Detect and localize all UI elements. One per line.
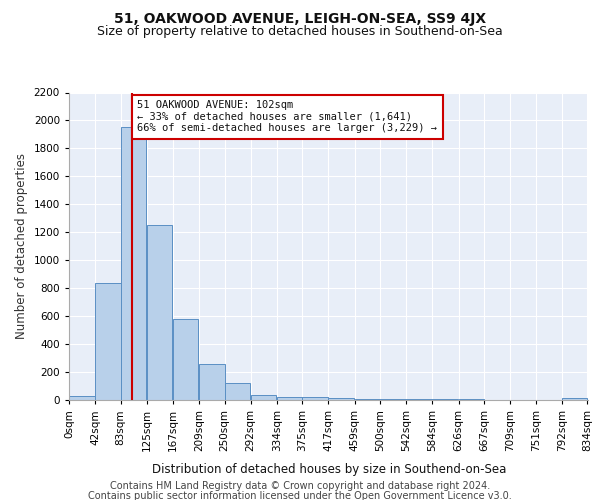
Text: Distribution of detached houses by size in Southend-on-Sea: Distribution of detached houses by size … bbox=[152, 462, 506, 475]
Bar bbox=[329, 398, 354, 400]
Bar bbox=[199, 364, 224, 400]
Bar bbox=[224, 383, 250, 400]
Bar bbox=[121, 128, 146, 400]
Text: 51 OAKWOOD AVENUE: 102sqm
← 33% of detached houses are smaller (1,641)
66% of se: 51 OAKWOOD AVENUE: 102sqm ← 33% of detac… bbox=[137, 100, 437, 134]
Text: Contains public sector information licensed under the Open Government Licence v3: Contains public sector information licen… bbox=[88, 491, 512, 500]
Bar bbox=[302, 397, 328, 400]
Bar bbox=[251, 395, 276, 400]
Bar bbox=[173, 319, 199, 400]
Bar bbox=[69, 396, 95, 400]
Text: Contains HM Land Registry data © Crown copyright and database right 2024.: Contains HM Land Registry data © Crown c… bbox=[110, 481, 490, 491]
Bar bbox=[147, 226, 172, 400]
Bar bbox=[95, 282, 121, 400]
Bar bbox=[562, 398, 587, 400]
Text: Size of property relative to detached houses in Southend-on-Sea: Size of property relative to detached ho… bbox=[97, 25, 503, 38]
Bar bbox=[277, 396, 302, 400]
Text: 51, OAKWOOD AVENUE, LEIGH-ON-SEA, SS9 4JX: 51, OAKWOOD AVENUE, LEIGH-ON-SEA, SS9 4J… bbox=[114, 12, 486, 26]
Bar bbox=[355, 398, 380, 400]
Y-axis label: Number of detached properties: Number of detached properties bbox=[15, 153, 28, 339]
